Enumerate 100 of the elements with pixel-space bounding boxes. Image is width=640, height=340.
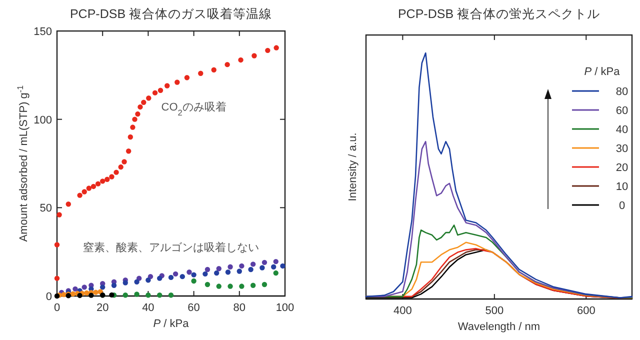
point bbox=[152, 90, 158, 96]
legend-title: P / kPa bbox=[584, 66, 621, 78]
point bbox=[216, 266, 222, 272]
point bbox=[168, 292, 174, 298]
point bbox=[172, 271, 178, 277]
point bbox=[180, 274, 185, 280]
point bbox=[280, 263, 286, 269]
point bbox=[146, 278, 151, 283]
x-tick-label: 500 bbox=[485, 305, 504, 317]
y-axis-title: Intensity / a.u. bbox=[347, 132, 359, 202]
point bbox=[77, 292, 82, 298]
point bbox=[138, 104, 143, 110]
point bbox=[114, 170, 119, 175]
point bbox=[248, 266, 254, 272]
point bbox=[77, 192, 82, 198]
point bbox=[122, 159, 127, 164]
point bbox=[100, 284, 106, 290]
point bbox=[225, 270, 231, 275]
point bbox=[239, 284, 244, 289]
x-tick-label: 600 bbox=[576, 305, 596, 317]
point bbox=[95, 181, 101, 186]
point bbox=[238, 57, 244, 63]
point bbox=[204, 266, 210, 272]
point bbox=[88, 292, 94, 298]
point bbox=[198, 70, 204, 76]
point bbox=[132, 116, 138, 122]
point bbox=[191, 278, 196, 284]
x-tick-label: 40 bbox=[142, 302, 154, 314]
point bbox=[54, 293, 60, 299]
point bbox=[146, 96, 152, 101]
point bbox=[84, 290, 90, 296]
point bbox=[260, 265, 265, 270]
point bbox=[164, 83, 170, 88]
legend-label: 80 bbox=[616, 86, 628, 98]
x-tick-label: 100 bbox=[276, 302, 294, 314]
point bbox=[262, 260, 268, 266]
point bbox=[202, 271, 208, 277]
legend-label: 20 bbox=[616, 162, 628, 174]
point bbox=[158, 88, 164, 93]
x-axis-title: P / kPa bbox=[153, 318, 190, 330]
point bbox=[274, 45, 279, 50]
point bbox=[56, 212, 62, 218]
point bbox=[61, 292, 66, 298]
point bbox=[82, 189, 87, 194]
point bbox=[104, 176, 110, 182]
legend-label: 10 bbox=[616, 181, 628, 193]
point bbox=[204, 282, 210, 288]
point bbox=[90, 184, 96, 190]
point bbox=[130, 124, 136, 130]
legend-label: 60 bbox=[616, 105, 628, 117]
point bbox=[265, 48, 270, 54]
y-tick-label: 0 bbox=[46, 291, 52, 303]
point bbox=[70, 291, 76, 296]
point bbox=[236, 268, 242, 274]
point bbox=[100, 178, 106, 184]
point bbox=[111, 282, 117, 288]
point bbox=[54, 276, 60, 281]
point bbox=[122, 292, 128, 298]
legend-label: 40 bbox=[616, 124, 628, 136]
point bbox=[271, 264, 276, 270]
point bbox=[128, 134, 134, 140]
point bbox=[134, 292, 140, 297]
x-tick-label: 400 bbox=[394, 305, 412, 317]
point bbox=[126, 148, 132, 154]
point bbox=[109, 292, 114, 298]
legend-label: 0 bbox=[618, 200, 626, 212]
point bbox=[157, 276, 162, 281]
legend-label: 30 bbox=[616, 143, 628, 155]
annotation: 窒素、酸素、アルゴンは吸着しない bbox=[83, 240, 259, 254]
point bbox=[228, 284, 233, 289]
point bbox=[216, 284, 222, 289]
point bbox=[141, 100, 146, 105]
x-tick-label: 0 bbox=[54, 302, 60, 314]
point bbox=[228, 264, 233, 270]
x-tick-label: 20 bbox=[96, 302, 109, 314]
point bbox=[211, 67, 216, 72]
point bbox=[224, 62, 230, 68]
point bbox=[135, 111, 140, 117]
point bbox=[66, 202, 71, 207]
point bbox=[122, 280, 128, 286]
point bbox=[273, 258, 278, 264]
point bbox=[186, 270, 192, 275]
point bbox=[86, 186, 92, 191]
point bbox=[239, 263, 244, 269]
point bbox=[174, 80, 180, 85]
point bbox=[191, 272, 196, 278]
point bbox=[273, 270, 278, 276]
y-tick-label: 50 bbox=[40, 202, 52, 215]
point bbox=[250, 282, 256, 288]
x-tick-label: 60 bbox=[188, 302, 200, 314]
point bbox=[93, 290, 98, 295]
y-tick-label: 150 bbox=[34, 26, 52, 38]
point bbox=[82, 284, 87, 290]
point bbox=[214, 270, 220, 276]
x-axis-title: Wavelength / nm bbox=[458, 321, 540, 333]
chart-title: PCP-DSB 複合体の蛍光スペクトル bbox=[398, 7, 600, 21]
point bbox=[250, 262, 256, 267]
point bbox=[262, 282, 268, 288]
y-tick-label: 100 bbox=[34, 114, 52, 126]
point bbox=[168, 274, 174, 280]
